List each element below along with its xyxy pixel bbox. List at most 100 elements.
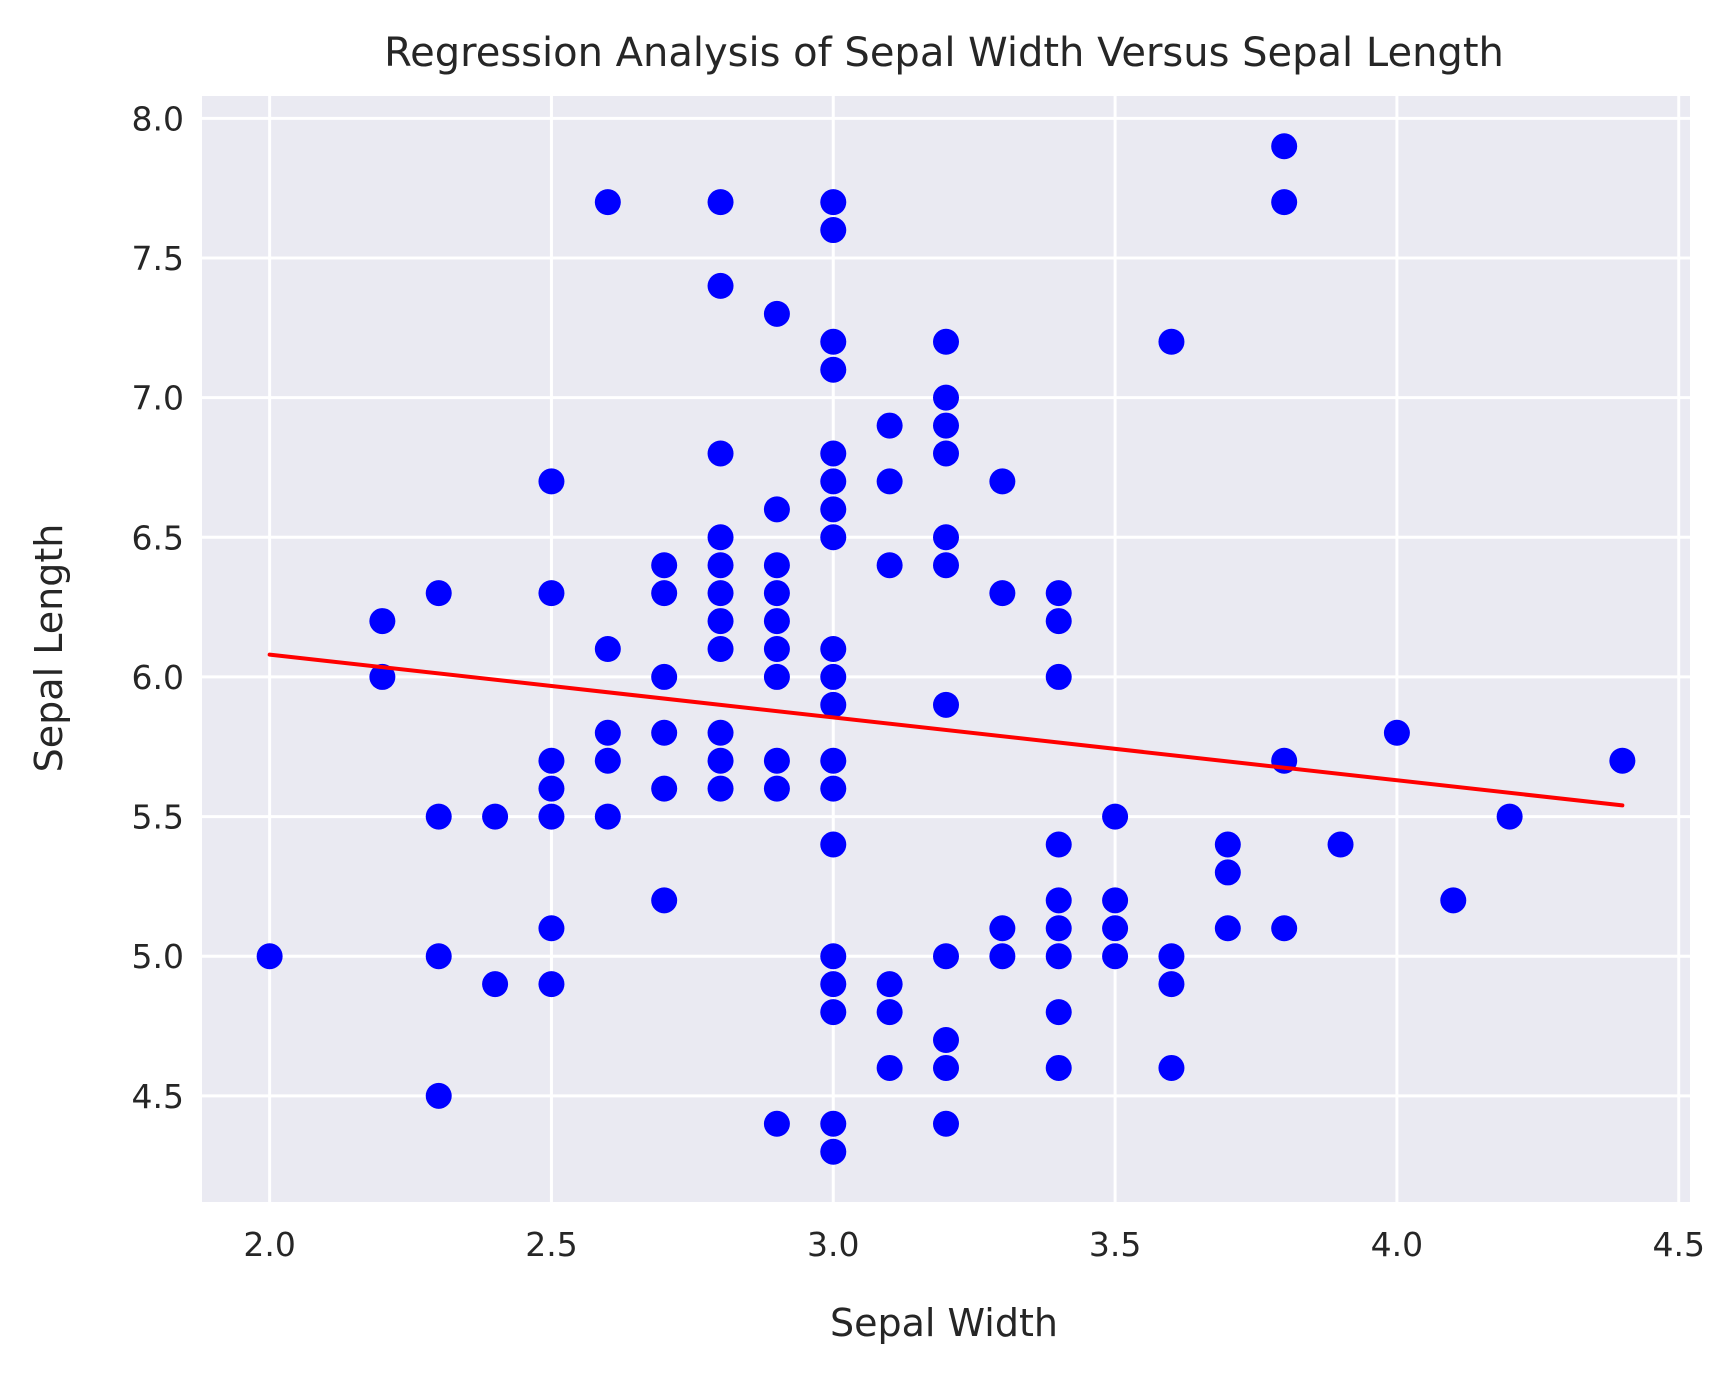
data-point — [989, 943, 1016, 970]
data-point — [933, 1110, 959, 1137]
data-point — [876, 971, 903, 998]
y-tick-label: 5.0 — [132, 937, 184, 976]
x-axis-label: Sepal Width — [830, 1301, 1058, 1345]
data-point — [1440, 887, 1467, 914]
data-point — [538, 580, 565, 607]
y-tick-label: 7.0 — [132, 379, 184, 418]
data-point — [933, 691, 959, 718]
data-point — [594, 189, 621, 216]
data-point — [651, 719, 678, 746]
data-point — [820, 496, 847, 523]
x-tick-label: 4.5 — [1652, 1225, 1704, 1264]
x-axis-ticks: 2.0 2.5 3.0 3.5 4.0 4.5 — [243, 1225, 1705, 1264]
data-point — [707, 775, 734, 802]
data-point — [989, 468, 1016, 495]
scatter-points — [256, 133, 1636, 1165]
data-point — [707, 189, 734, 216]
data-point — [820, 217, 847, 244]
data-point — [256, 943, 283, 970]
data-point — [1158, 943, 1185, 970]
data-point — [1609, 747, 1636, 774]
x-tick-label: 4.0 — [1371, 1225, 1423, 1264]
data-point — [538, 468, 565, 495]
data-point — [820, 691, 847, 718]
data-point — [651, 580, 678, 607]
x-tick-label: 2.0 — [243, 1225, 295, 1264]
data-point — [1271, 915, 1298, 942]
data-point — [1102, 803, 1129, 830]
data-point — [707, 608, 734, 635]
data-point — [1045, 999, 1072, 1026]
data-point — [707, 440, 734, 467]
data-point — [1102, 943, 1129, 970]
data-point — [763, 580, 790, 607]
data-point — [933, 440, 959, 467]
x-tick-label: 3.0 — [807, 1225, 859, 1264]
data-point — [820, 524, 847, 551]
data-point — [989, 580, 1016, 607]
data-point — [1158, 1054, 1185, 1081]
data-point — [820, 1138, 847, 1165]
chart-title: Regression Analysis of Sepal Width Versu… — [384, 30, 1504, 76]
data-point — [1271, 189, 1298, 216]
regression-line-group — [267, 652, 1625, 808]
data-point — [369, 663, 396, 690]
data-point — [1214, 831, 1241, 858]
data-point — [933, 524, 959, 551]
data-point — [707, 747, 734, 774]
data-point — [820, 356, 847, 383]
data-point — [425, 803, 452, 830]
y-tick-label: 8.0 — [132, 99, 184, 138]
data-point — [707, 719, 734, 746]
data-point — [1214, 859, 1241, 886]
data-point — [1045, 943, 1072, 970]
x-tick-label: 3.5 — [1089, 1225, 1141, 1264]
data-point — [538, 747, 565, 774]
data-point — [1045, 831, 1072, 858]
data-point — [876, 1054, 903, 1081]
data-point — [1496, 803, 1523, 830]
data-point — [1327, 831, 1354, 858]
data-point — [594, 803, 621, 830]
data-point — [763, 636, 790, 662]
data-point — [820, 1110, 847, 1137]
data-point — [820, 636, 847, 662]
data-point — [820, 971, 847, 998]
data-point — [820, 999, 847, 1026]
data-point — [425, 1082, 452, 1109]
data-point — [482, 803, 509, 830]
data-point — [1045, 1054, 1072, 1081]
data-point — [1045, 663, 1072, 690]
data-point — [763, 663, 790, 690]
data-point — [425, 580, 452, 607]
data-point — [933, 552, 959, 579]
data-point — [933, 1027, 959, 1054]
plot-area — [202, 96, 1690, 1202]
data-point — [1102, 887, 1129, 914]
y-axis-ticks: 4.5 5.0 5.5 6.0 6.5 7.0 7.5 8.0 — [132, 99, 184, 1116]
data-point — [1158, 971, 1185, 998]
data-point — [538, 971, 565, 998]
data-point — [651, 663, 678, 690]
data-point — [820, 943, 847, 970]
data-point — [538, 803, 565, 830]
data-point — [933, 384, 959, 411]
regression-line — [267, 652, 1625, 808]
y-tick-label: 7.5 — [132, 239, 184, 278]
data-point — [820, 775, 847, 802]
data-point — [1102, 915, 1129, 942]
data-point — [425, 943, 452, 970]
y-tick-label: 4.5 — [132, 1077, 184, 1116]
data-point — [1045, 608, 1072, 635]
data-point — [763, 496, 790, 523]
data-point — [651, 552, 678, 579]
data-point — [820, 663, 847, 690]
data-point — [763, 747, 790, 774]
data-point — [707, 552, 734, 579]
data-point — [820, 328, 847, 355]
data-point — [820, 189, 847, 216]
data-point — [707, 636, 734, 662]
data-point — [538, 915, 565, 942]
data-point — [933, 328, 959, 355]
